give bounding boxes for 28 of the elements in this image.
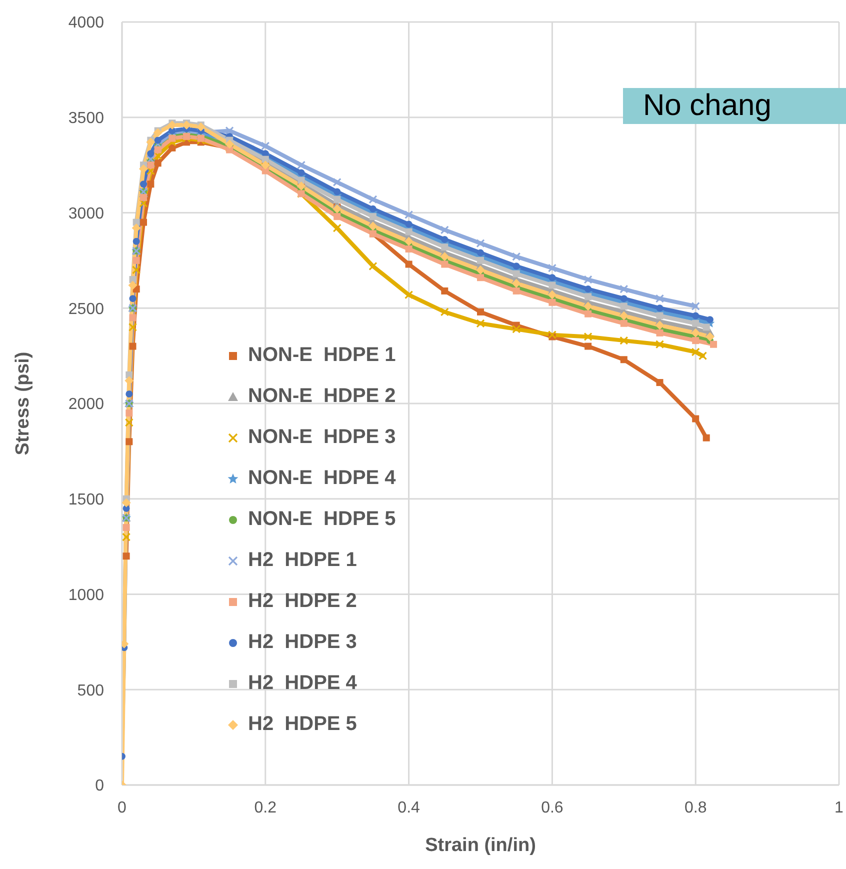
legend-label: NON-E HDPE 4	[248, 467, 396, 490]
legend-label: H2 HDPE 5	[248, 713, 357, 736]
x-tick-label: 0	[118, 799, 127, 816]
y-tick-label: 1500	[68, 492, 104, 509]
y-tick-label: 0	[95, 778, 104, 795]
y-tick-label: 2000	[68, 396, 104, 414]
x-tick-label: 0.4	[398, 799, 420, 816]
y-tick-label: 3000	[68, 205, 104, 222]
y-tick-label: 500	[77, 682, 104, 700]
y-tick-label: 3500	[68, 110, 104, 128]
y-tick-label: 1000	[68, 586, 104, 604]
y-tick-label: 4000	[68, 14, 104, 32]
y-axis-title: Stress (psi)	[12, 352, 34, 456]
legend-label: NON-E HDPE 5	[248, 508, 396, 531]
legend-label: NON-E HDPE 1	[248, 344, 396, 367]
legend-label: H2 HDPE 2	[248, 590, 357, 613]
legend-label: H2 HDPE 4	[248, 672, 357, 695]
x-tick-label: 0.2	[254, 799, 277, 816]
legend-label: NON-E HDPE 3	[248, 426, 396, 449]
legend-label: NON-E HDPE 2	[248, 385, 396, 408]
x-tick-label: 0.6	[541, 799, 564, 816]
legend-label: H2 HDPE 3	[248, 631, 357, 654]
y-tick-label: 2500	[68, 300, 104, 318]
annotation: No chang	[623, 88, 846, 124]
x-tick-label: 1	[834, 799, 844, 816]
x-axis-title: Strain (in/in)	[425, 835, 536, 856]
x-tick-label: 0.8	[684, 799, 707, 816]
legend-label: H2 HDPE 1	[248, 549, 357, 572]
